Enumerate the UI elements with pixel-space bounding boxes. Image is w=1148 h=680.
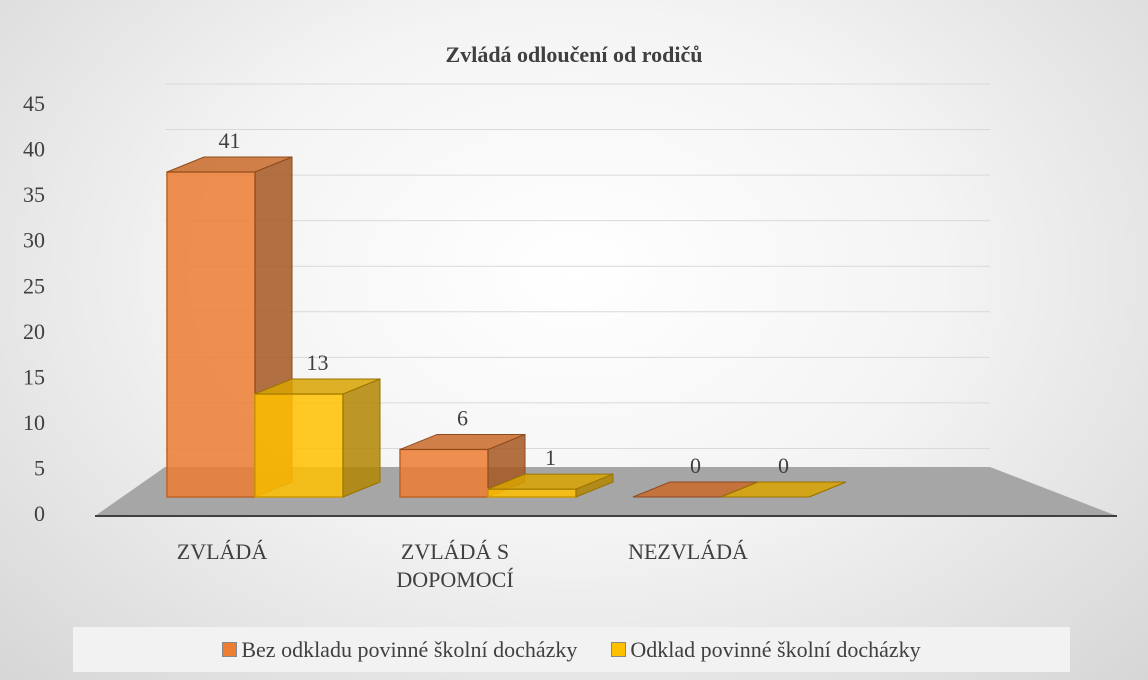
y-tick-label: 35	[23, 182, 45, 207]
y-tick-label: 20	[23, 319, 45, 344]
y-tick-label: 45	[23, 91, 45, 116]
data-label: 6	[457, 405, 468, 430]
y-tick-label: 10	[23, 410, 45, 435]
legend-label: Bez odkladu povinné školní docházky	[241, 636, 578, 662]
data-label: 1	[545, 445, 556, 470]
legend-swatch	[611, 642, 627, 657]
bar-front	[399, 448, 489, 498]
bar-top	[166, 156, 293, 173]
legend-item: Bez odkladu povinné školní docházky	[222, 637, 577, 663]
bar	[720, 481, 847, 498]
y-tick-label: 30	[23, 228, 45, 253]
y-tick-label: 0	[34, 501, 45, 526]
y-tick-label: 15	[23, 364, 45, 389]
legend-swatch	[222, 642, 238, 657]
bar	[487, 473, 614, 498]
bar-top	[487, 473, 614, 490]
x-tick-label: ZVLÁDÁ S DOPOMOCÍ	[396, 539, 514, 592]
bar	[254, 378, 381, 498]
bar-front	[487, 488, 577, 498]
bar-top	[254, 378, 381, 395]
bar	[399, 433, 526, 498]
bar-top	[720, 481, 847, 498]
legend-label: Odklad povinné školní docházky	[630, 636, 921, 662]
data-label: 13	[307, 350, 329, 375]
y-tick-label: 40	[23, 137, 45, 162]
bar-front	[166, 171, 256, 498]
bar-front	[254, 393, 344, 498]
bar-top	[399, 433, 526, 450]
data-label: 41	[219, 128, 241, 153]
y-tick-label: 5	[34, 455, 45, 480]
x-tick-label: NEZVLÁDÁ	[628, 539, 748, 564]
data-label: 0	[690, 453, 701, 478]
chart-title: Zvládá odloučení od rodičů	[446, 42, 703, 67]
x-tick-label: ZVLÁDÁ	[176, 539, 268, 564]
bar-side	[342, 378, 381, 498]
y-tick-label: 25	[23, 273, 45, 298]
data-label: 0	[778, 453, 789, 478]
legend: Bez odkladu povinné školní docházky Odkla…	[73, 627, 1070, 672]
legend-item: Odklad povinné školní docházky	[611, 636, 921, 663]
